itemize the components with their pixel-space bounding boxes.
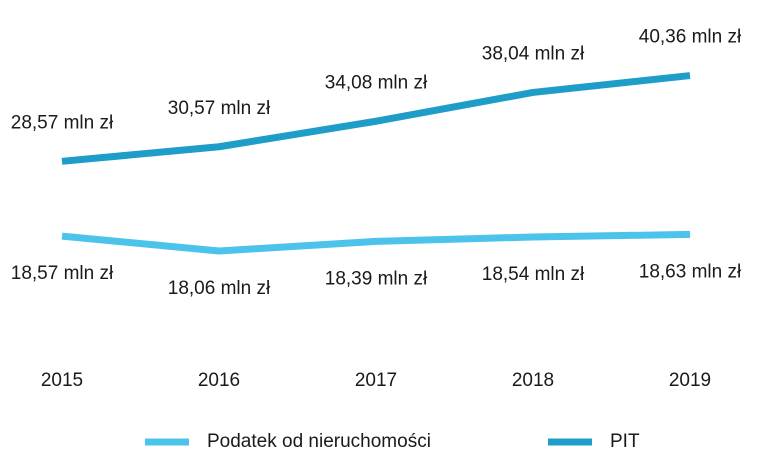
data-label: 18,06 mln zł xyxy=(168,278,271,299)
x-tick-label: 2017 xyxy=(355,370,397,391)
data-label: 34,08 mln zł xyxy=(325,72,428,93)
data-label: 40,36 mln zł xyxy=(639,27,742,48)
legend-label: PIT xyxy=(610,431,640,452)
data-label: 38,04 mln zł xyxy=(482,43,585,64)
data-label: 18,63 mln zł xyxy=(639,261,742,282)
x-tick-label: 2015 xyxy=(41,370,83,391)
data-label: 30,57 mln zł xyxy=(168,98,271,119)
data-label: 18,57 mln zł xyxy=(11,263,114,284)
series-line xyxy=(61,230,691,255)
x-tick-label: 2016 xyxy=(198,370,240,391)
series-line xyxy=(61,72,691,165)
legend-label: Podatek od nieruchomości xyxy=(207,431,431,452)
data-label: 18,54 mln zł xyxy=(482,264,585,285)
data-label: 18,39 mln zł xyxy=(325,268,428,289)
x-tick-label: 2018 xyxy=(512,370,554,391)
data-label: 28,57 mln zł xyxy=(11,112,114,133)
x-tick-label: 2019 xyxy=(669,370,711,391)
